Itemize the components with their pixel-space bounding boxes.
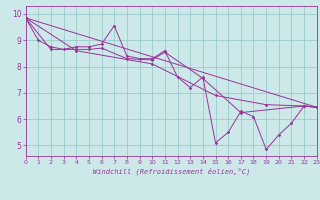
X-axis label: Windchill (Refroidissement éolien,°C): Windchill (Refroidissement éolien,°C) [92, 168, 250, 175]
